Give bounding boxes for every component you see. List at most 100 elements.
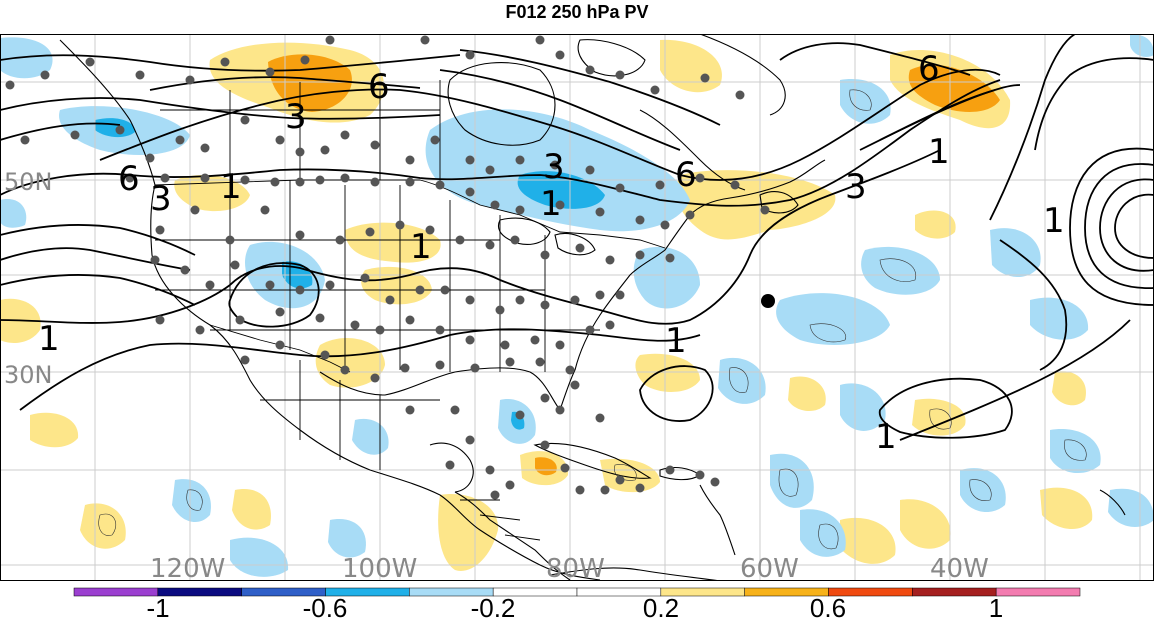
station-dot xyxy=(370,140,380,150)
station-dot xyxy=(335,235,345,245)
station-dot xyxy=(585,65,595,75)
pv-contour-ridge xyxy=(1034,57,1154,151)
pv-contour-3 xyxy=(0,79,1001,207)
contour-label: 6 xyxy=(675,155,697,195)
station-dot xyxy=(145,153,155,163)
south-america-coast xyxy=(549,567,721,581)
pv-closed-high xyxy=(1099,178,1154,272)
station-dot xyxy=(405,405,415,415)
station-dot xyxy=(265,280,275,290)
pv-anomaly-negative xyxy=(0,199,27,228)
station-dot xyxy=(375,325,385,335)
colorbar-segment xyxy=(157,587,242,597)
station-dot xyxy=(660,220,670,230)
station-dot xyxy=(70,130,80,140)
station-dot xyxy=(265,67,275,77)
station-dot xyxy=(540,300,550,310)
station-dot xyxy=(235,315,245,325)
lon-label-120w: 120W xyxy=(150,554,225,584)
station-dot xyxy=(360,273,370,283)
station-dot xyxy=(540,440,550,450)
pv-anomaly-positive xyxy=(788,376,826,412)
station-dot xyxy=(655,180,665,190)
station-dot xyxy=(195,325,205,335)
station-dot xyxy=(240,115,250,125)
station-dot xyxy=(430,135,440,145)
station-dot xyxy=(695,470,705,480)
station-dot xyxy=(300,55,310,65)
station-dot xyxy=(635,483,645,493)
lon-label-60w: 60W xyxy=(740,554,799,584)
pv-anomaly-positive xyxy=(438,494,499,571)
station-dot xyxy=(735,90,745,100)
contour-label: 1 xyxy=(875,417,897,457)
pv-contour-outer xyxy=(0,247,191,271)
station-dot xyxy=(180,265,190,275)
station-dot xyxy=(150,255,160,265)
station-dot xyxy=(85,57,95,67)
station-dot xyxy=(440,285,450,295)
station-dot xyxy=(465,155,475,165)
station-dot xyxy=(465,435,475,445)
pv-anomaly-negative xyxy=(1050,429,1101,474)
pv-anomaly-positive xyxy=(912,398,966,436)
station-dot xyxy=(495,305,505,315)
station-dot xyxy=(340,173,350,183)
contour-label: 6 xyxy=(118,159,140,199)
station-dot xyxy=(405,315,415,325)
pv-anomaly-negative xyxy=(633,246,700,309)
station-dot xyxy=(500,340,510,350)
station-dot xyxy=(420,35,430,45)
coastlines xyxy=(59,34,1126,581)
station-dot xyxy=(585,325,595,335)
pv-anomaly-negative xyxy=(840,383,886,431)
station-dot xyxy=(115,125,125,135)
pv-contours xyxy=(0,34,1154,441)
station-dot xyxy=(370,373,380,383)
station-dot xyxy=(435,180,445,190)
pv-contour-ridge xyxy=(989,34,1076,221)
pv-anomaly-positive xyxy=(1052,371,1086,406)
station-dot xyxy=(605,320,615,330)
station-dot xyxy=(395,220,405,230)
station-dot xyxy=(240,355,250,365)
pv-closed-high xyxy=(1114,193,1154,259)
station-dot xyxy=(505,480,515,490)
station-dot xyxy=(295,285,305,295)
pv-anomaly-negative xyxy=(0,37,53,79)
colorbar-tick-label: -1 xyxy=(146,593,169,619)
station-dot xyxy=(515,295,525,305)
contour-label: 1 xyxy=(540,184,562,224)
station-dot xyxy=(515,205,525,215)
station-dot xyxy=(465,187,475,197)
station-dot xyxy=(400,363,410,373)
mexico-states xyxy=(260,360,440,470)
pv-closed-high xyxy=(1069,147,1154,306)
station-dot xyxy=(730,180,740,190)
lesser-antilles xyxy=(699,484,736,556)
central-america-coast xyxy=(454,491,571,581)
pv-contour-outer xyxy=(0,274,196,306)
station-dot xyxy=(615,475,625,485)
map-title: F012 250 hPa PV xyxy=(505,2,649,22)
station-dot xyxy=(220,57,230,67)
arctic-islands xyxy=(577,39,646,77)
pv-anomaly-positive xyxy=(600,458,660,493)
station-dot xyxy=(450,405,460,415)
highlight-station-marker xyxy=(761,294,775,308)
station-dot xyxy=(445,460,455,470)
station-dot xyxy=(710,477,720,487)
station-dot xyxy=(415,285,425,295)
central-america-borders xyxy=(460,499,541,541)
station-dot xyxy=(275,340,285,350)
station-dot xyxy=(535,35,545,45)
station-dot xyxy=(370,177,380,187)
contour-label: 3 xyxy=(285,97,307,137)
station-dot xyxy=(455,235,465,245)
pv-contour-outer xyxy=(0,224,196,256)
colorbar-tick-label: -0.6 xyxy=(303,593,348,619)
colorbar-tick-label: 0.6 xyxy=(810,593,846,619)
station-dot xyxy=(605,255,615,265)
station-dot xyxy=(125,173,135,183)
contour-label: 1 xyxy=(1043,201,1065,241)
